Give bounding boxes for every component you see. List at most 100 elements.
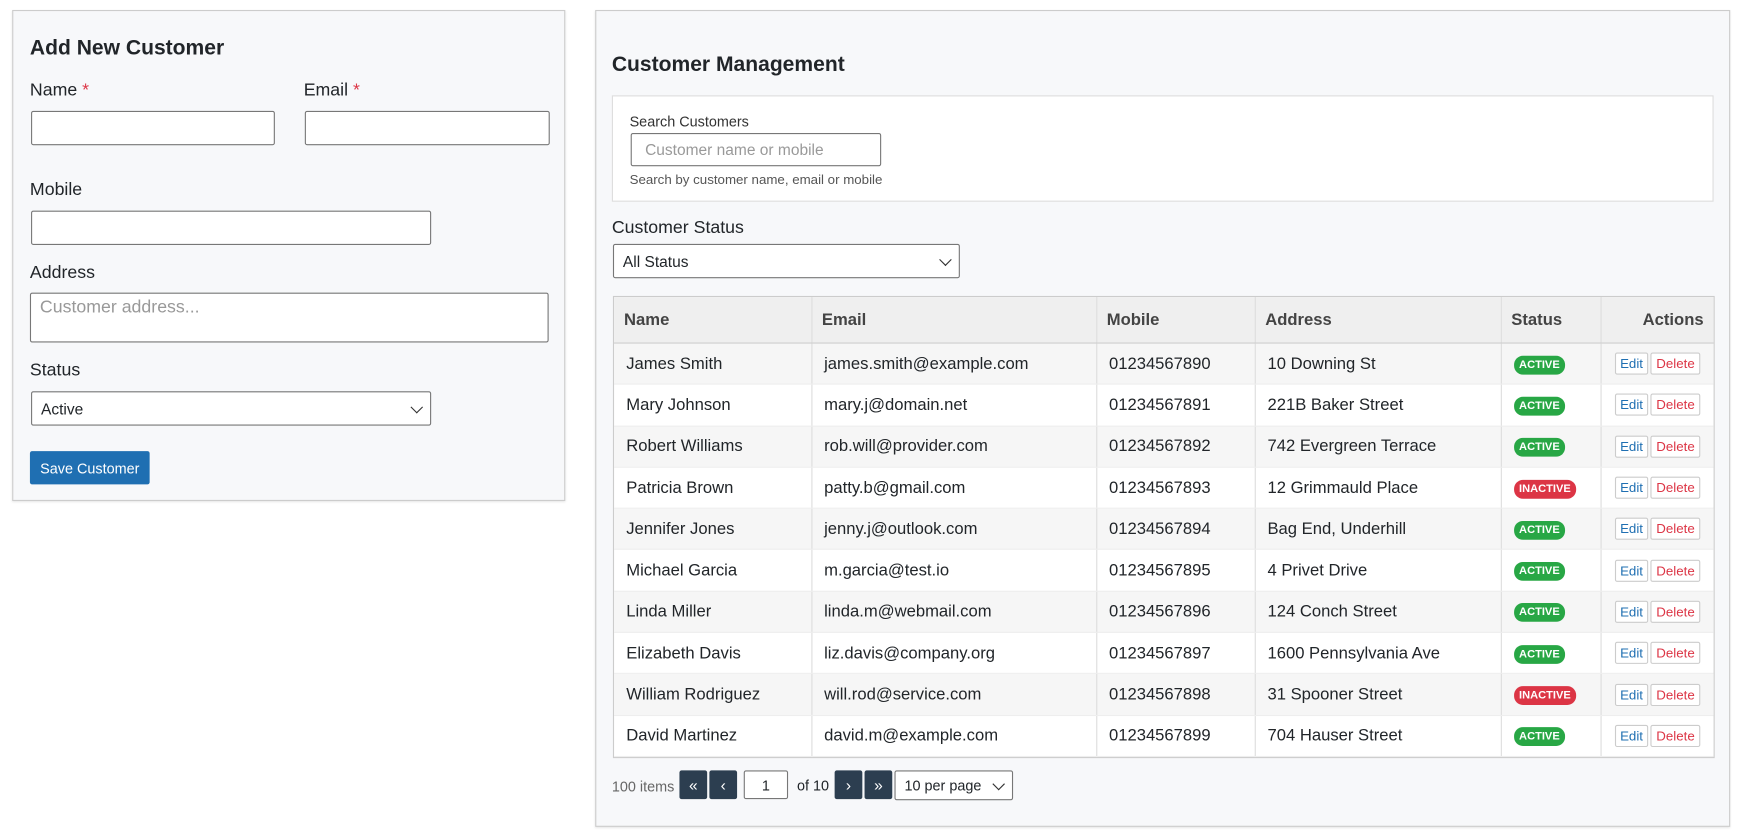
header-row: Name Email Mobile Address Status Actions [614, 297, 1714, 344]
status-cell: ACTIVE [1500, 343, 1602, 385]
status-badge: ACTIVE [1513, 603, 1566, 623]
delete-button[interactable]: Delete [1650, 476, 1701, 499]
table-row: Jennifer Jones jenny.j@outlook.com 0123456… [614, 508, 1714, 551]
column-header: Name [614, 297, 812, 344]
actions-cell: Edit Delete [1600, 384, 1714, 427]
edit-button[interactable]: Edit [1614, 600, 1649, 623]
email-input[interactable] [304, 110, 550, 146]
status-cell: ACTIVE [1500, 632, 1602, 675]
edit-button[interactable]: Edit [1614, 724, 1649, 747]
cell: m.garcia@test.io [811, 549, 1097, 592]
table: Name Email Mobile Address Status Actions Jame… [614, 297, 1714, 758]
status-filter-label: Customer Status [611, 218, 744, 238]
cell: patty.b@gmail.com [811, 467, 1097, 509]
cell: 704 Hauser Street [1254, 715, 1502, 758]
cell: Michael Garcia [614, 549, 812, 592]
delete-button[interactable]: Delete [1650, 352, 1701, 375]
search-card: Search Customers Customer name or mobile… [611, 95, 1714, 202]
per-page-select[interactable]: 10 per page [894, 770, 1014, 801]
delete-button[interactable]: Delete [1650, 435, 1701, 458]
cell: Robert Williams [614, 425, 812, 468]
delete-button[interactable]: Delete [1650, 559, 1701, 582]
page-count: of 10 [796, 776, 829, 794]
cell: 742 Evergreen Terrace [1254, 425, 1502, 468]
mobile-input[interactable] [31, 210, 432, 245]
search-input[interactable]: Customer name or mobile [630, 133, 882, 167]
label-text: Email [303, 80, 349, 100]
status-cell: ACTIVE [1500, 715, 1602, 758]
table-row: James Smith james.smith@example.com 012345… [614, 343, 1714, 385]
edit-button[interactable]: Edit [1614, 393, 1649, 417]
edit-button[interactable]: Edit [1614, 683, 1649, 706]
cell: 01234567893 [1096, 467, 1256, 509]
delete-button[interactable]: Delete [1650, 600, 1701, 623]
edit-button[interactable]: Edit [1614, 517, 1649, 541]
address-textarea[interactable]: Customer address... [29, 292, 549, 343]
delete-button[interactable]: Delete [1650, 642, 1701, 665]
status-badge: ACTIVE [1513, 438, 1566, 457]
first-page-button[interactable]: « [679, 770, 708, 800]
management-title: Customer Management [611, 53, 845, 77]
status-select[interactable]: Active [31, 391, 432, 426]
status-filter-select[interactable]: All Status [612, 243, 960, 279]
cell: jenny.j@outlook.com [811, 508, 1097, 551]
column-header: Email [811, 297, 1097, 344]
status-badge: INACTIVE [1513, 686, 1577, 705]
edit-button[interactable]: Edit [1614, 352, 1649, 375]
status-cell: ACTIVE [1500, 508, 1602, 551]
total-items: 100 items [611, 778, 675, 795]
prev-page-button[interactable]: ‹ [709, 770, 738, 800]
last-page-button[interactable]: » [864, 770, 893, 800]
actions-cell: Edit Delete [1600, 715, 1714, 758]
select-value: Active [41, 399, 84, 418]
edit-button[interactable]: Edit [1614, 642, 1649, 665]
delete-button[interactable]: Delete [1650, 724, 1701, 747]
cell: 01234567891 [1096, 384, 1256, 427]
status-badge: ACTIVE [1513, 644, 1566, 664]
status-badge: ACTIVE [1513, 727, 1566, 747]
status-badge: ACTIVE [1513, 520, 1566, 540]
cell: 01234567892 [1096, 425, 1256, 468]
column-header: Address [1254, 297, 1502, 344]
edit-button[interactable]: Edit [1614, 476, 1649, 499]
status-badge: ACTIVE [1513, 355, 1566, 375]
cell: 12 Grimmauld Place [1254, 467, 1502, 509]
delete-button[interactable]: Delete [1650, 393, 1701, 417]
status-cell: ACTIVE [1500, 549, 1602, 592]
delete-button[interactable]: Delete [1650, 517, 1701, 541]
cell: Mary Johnson [614, 384, 812, 427]
table-row: David Martinez david.m@example.com 0123456… [614, 715, 1714, 758]
page-input[interactable]: 1 [743, 770, 789, 800]
edit-button[interactable]: Edit [1614, 559, 1649, 582]
table-body: James Smith james.smith@example.com 012345… [614, 343, 1714, 758]
actions-cell: Edit Delete [1600, 673, 1714, 716]
name-input[interactable] [31, 110, 275, 146]
table-row: Robert Williams rob.will@provider.com 0123… [614, 425, 1714, 468]
cell: 31 Spooner Street [1254, 673, 1502, 716]
select-value: 10 per page [904, 776, 982, 794]
cell: 124 Conch Street [1254, 591, 1502, 633]
next-page-button[interactable]: › [834, 770, 863, 800]
cell: Bag End, Underhill [1254, 508, 1502, 551]
table-row: Elizabeth Davis liz.davis@company.org 0123… [614, 632, 1714, 675]
table-row: Mary Johnson mary.j@domain.net 01234567891… [614, 384, 1714, 427]
save-button[interactable]: Save Customer [29, 451, 150, 485]
label: Address [29, 263, 95, 283]
edit-button[interactable]: Edit [1614, 435, 1649, 458]
actions-cell: Edit Delete [1600, 425, 1714, 468]
add-customer-panel: Add New Customer Name * Email * Mobile A… [12, 9, 566, 501]
actions-cell: Edit Delete [1600, 508, 1714, 551]
cell: William Rodriguez [614, 673, 812, 716]
status-badge: INACTIVE [1513, 479, 1577, 499]
cell: Linda Miller [614, 591, 812, 633]
table-row: Patricia Brown patty.b@gmail.com 012345678… [614, 467, 1714, 509]
delete-button[interactable]: Delete [1650, 683, 1701, 706]
column-header: Mobile [1096, 297, 1256, 344]
actions-cell: Edit Delete [1600, 549, 1714, 592]
cell: liz.davis@company.org [811, 632, 1097, 675]
cell: rob.will@provider.com [811, 425, 1097, 468]
status-cell: ACTIVE [1500, 425, 1602, 468]
cell: David Martinez [614, 715, 812, 758]
